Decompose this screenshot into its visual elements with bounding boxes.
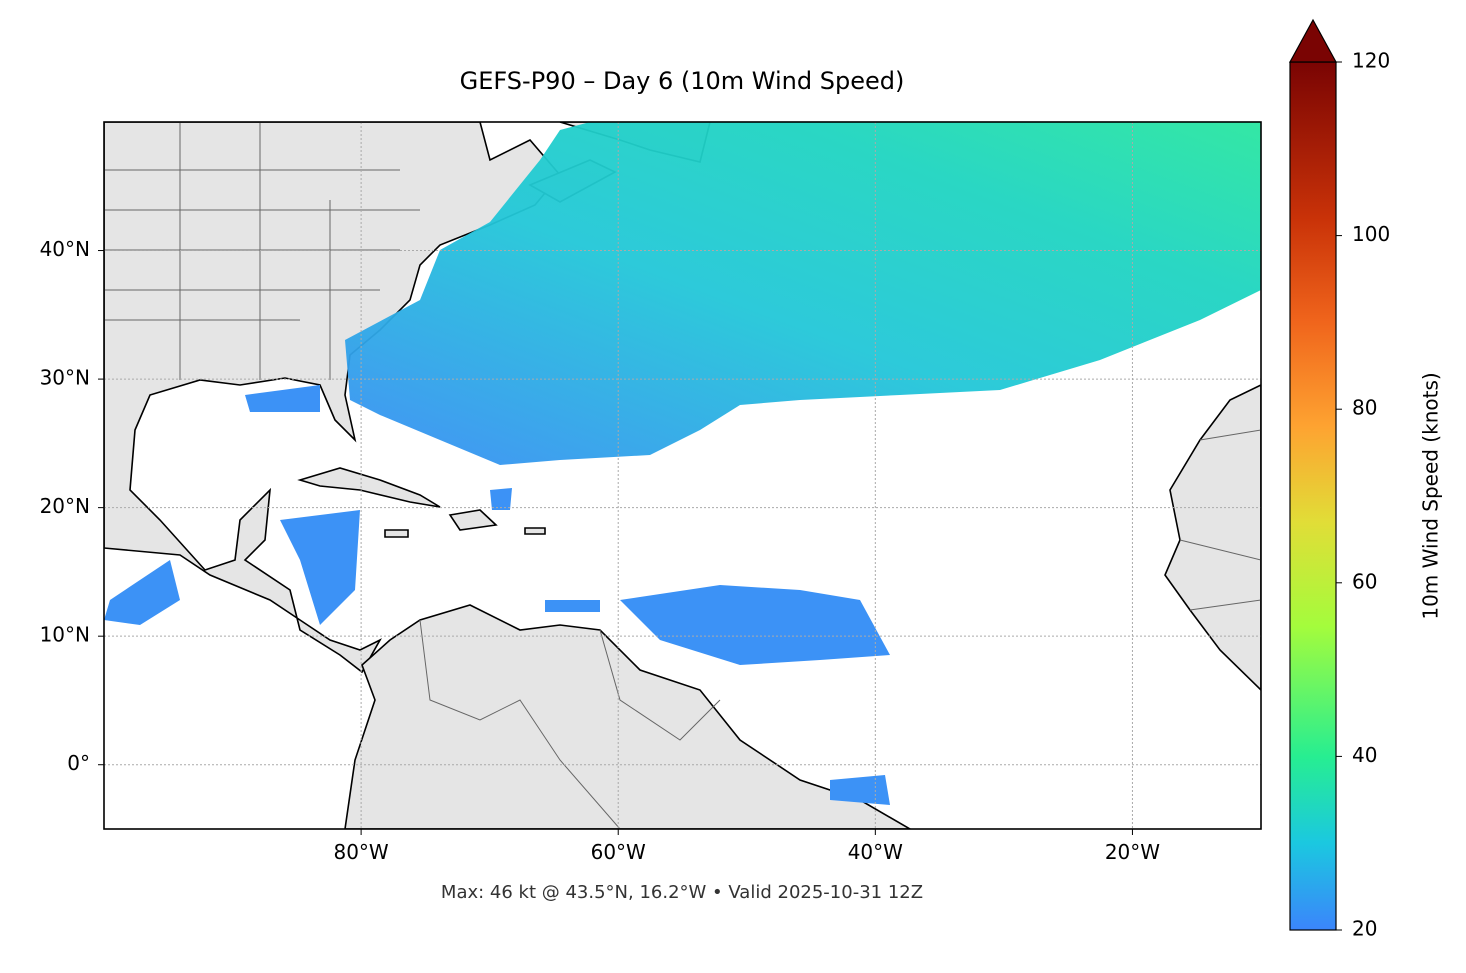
- x-tick-label: 80°W: [333, 840, 388, 864]
- y-tick-label: 20°N: [40, 494, 90, 518]
- north-america: [104, 122, 562, 674]
- cuba: [297, 467, 441, 508]
- south-america: [344, 604, 912, 829]
- africa: [1164, 384, 1261, 692]
- y-tick-label: 30°N: [40, 366, 90, 390]
- title: GEFS-P90 – Day 6 (10m Wind Speed): [460, 67, 905, 95]
- footer: Max: 46 kt @ 43.5°N, 16.2°W • Valid 2025…: [441, 882, 923, 903]
- x-tick-label: 40°W: [848, 840, 903, 864]
- country-borders: [419, 429, 1261, 829]
- colorbar-tick-label: 20: [1352, 917, 1377, 941]
- colorbar-extend: [1288, 18, 1338, 63]
- wind-patch: [104, 385, 890, 805]
- colorbar: [1289, 61, 1337, 931]
- hispaniola: [448, 509, 498, 531]
- colorbar-tick-label: 60: [1352, 569, 1377, 593]
- jamaica: [384, 529, 409, 538]
- colorbar-tick-label: 100: [1352, 222, 1390, 246]
- x-tick-label: 20°W: [1105, 840, 1160, 864]
- colorbar-tick-label: 40: [1352, 743, 1377, 767]
- colorbar-label: 10m Wind Speed (knots): [1419, 372, 1443, 619]
- colorbar-tick-label: 120: [1352, 49, 1390, 73]
- y-tick-label: 0°: [67, 751, 90, 775]
- puerto-rico: [524, 527, 546, 535]
- map: [104, 122, 1261, 829]
- colorbar-tick-label: 80: [1352, 396, 1377, 420]
- x-tick-label: 60°W: [591, 840, 646, 864]
- y-tick-label: 10°N: [40, 623, 90, 647]
- plot-frame: [103, 121, 1262, 830]
- y-tick-label: 40°N: [40, 237, 90, 261]
